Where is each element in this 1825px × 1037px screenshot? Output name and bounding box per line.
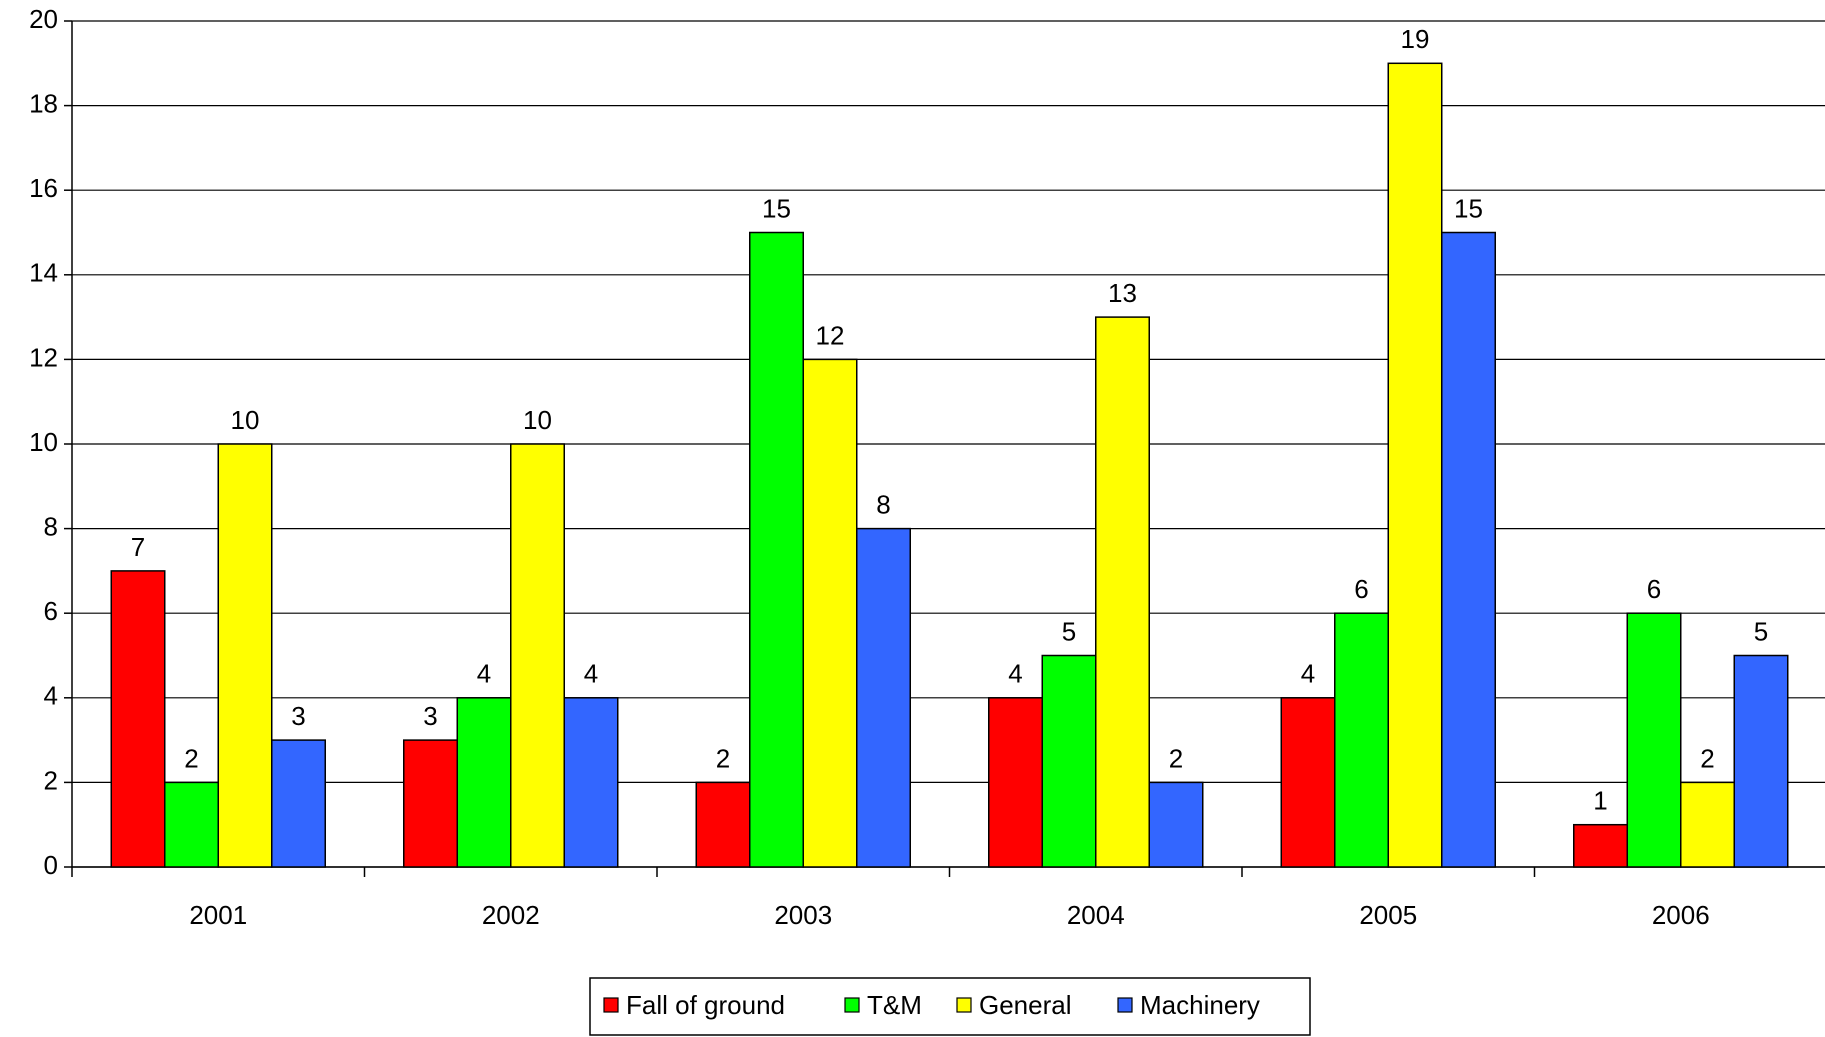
y-tick-label: 8 bbox=[44, 511, 58, 541]
data-label: 10 bbox=[523, 405, 552, 435]
data-label: 2 bbox=[1169, 743, 1183, 773]
data-label: 6 bbox=[1354, 574, 1368, 604]
bar bbox=[1148, 781, 1204, 868]
data-label: 15 bbox=[762, 193, 791, 223]
bar bbox=[563, 697, 619, 868]
data-label: 3 bbox=[423, 701, 437, 731]
x-tick-label: 2005 bbox=[1359, 900, 1417, 930]
data-label: 3 bbox=[291, 701, 305, 731]
legend-swatch bbox=[956, 997, 972, 1013]
bar bbox=[1334, 612, 1389, 868]
bar bbox=[749, 231, 804, 868]
legend-swatch bbox=[1117, 997, 1133, 1013]
legend-label: T&M bbox=[867, 990, 922, 1020]
bar bbox=[1095, 316, 1150, 868]
legend-label: Machinery bbox=[1140, 990, 1260, 1020]
data-label: 19 bbox=[1401, 24, 1430, 54]
bar bbox=[456, 697, 512, 868]
legend-swatch bbox=[844, 997, 860, 1013]
y-tick-label: 20 bbox=[29, 4, 58, 34]
bar bbox=[510, 443, 565, 868]
x-tick-label: 2003 bbox=[774, 900, 832, 930]
bar bbox=[164, 781, 219, 868]
bar bbox=[1280, 697, 1336, 868]
data-label: 4 bbox=[477, 659, 491, 689]
y-tick-label: 0 bbox=[44, 850, 58, 880]
legend-label: Fall of ground bbox=[626, 990, 785, 1020]
data-label: 8 bbox=[876, 489, 890, 519]
data-label: 1 bbox=[1593, 786, 1607, 816]
bar bbox=[802, 358, 858, 868]
bar bbox=[271, 739, 326, 868]
bar bbox=[1626, 612, 1682, 868]
data-label: 7 bbox=[131, 532, 145, 562]
bar bbox=[988, 697, 1043, 868]
y-tick-label: 16 bbox=[29, 173, 58, 203]
bar bbox=[217, 443, 273, 868]
x-tick-label: 2004 bbox=[1067, 900, 1125, 930]
bar bbox=[1733, 654, 1789, 868]
data-label: 2 bbox=[716, 743, 730, 773]
bar bbox=[1441, 231, 1496, 868]
legend-label: General bbox=[979, 990, 1072, 1020]
legend-box bbox=[589, 977, 1311, 1036]
data-label: 12 bbox=[816, 320, 845, 350]
y-tick-label: 4 bbox=[44, 681, 58, 711]
x-tick-label: 2006 bbox=[1652, 900, 1710, 930]
y-tick-label: 18 bbox=[29, 88, 58, 118]
y-tick-label: 6 bbox=[44, 596, 58, 626]
data-label: 10 bbox=[231, 405, 260, 435]
data-label: 2 bbox=[1700, 743, 1714, 773]
legend-swatch bbox=[603, 997, 619, 1013]
data-label: 4 bbox=[1008, 659, 1022, 689]
y-tick-label: 14 bbox=[29, 258, 58, 288]
data-label: 5 bbox=[1754, 616, 1768, 646]
bar bbox=[1041, 654, 1097, 868]
bar bbox=[110, 570, 166, 868]
data-label: 6 bbox=[1647, 574, 1661, 604]
data-label: 2 bbox=[184, 743, 198, 773]
y-tick-label: 12 bbox=[29, 342, 58, 372]
y-tick-label: 10 bbox=[29, 427, 58, 457]
y-tick-label: 2 bbox=[44, 765, 58, 795]
bar bbox=[695, 781, 751, 868]
bar bbox=[1680, 781, 1735, 868]
data-label: 15 bbox=[1454, 193, 1483, 223]
x-tick-label: 2002 bbox=[482, 900, 540, 930]
bar bbox=[856, 527, 911, 868]
bar bbox=[403, 739, 458, 868]
data-label: 4 bbox=[1301, 659, 1315, 689]
data-label: 4 bbox=[584, 659, 598, 689]
x-tick-label: 2001 bbox=[189, 900, 247, 930]
data-label: 13 bbox=[1108, 278, 1137, 308]
bar bbox=[1573, 823, 1628, 868]
bar bbox=[1387, 62, 1443, 868]
data-label: 5 bbox=[1062, 616, 1076, 646]
